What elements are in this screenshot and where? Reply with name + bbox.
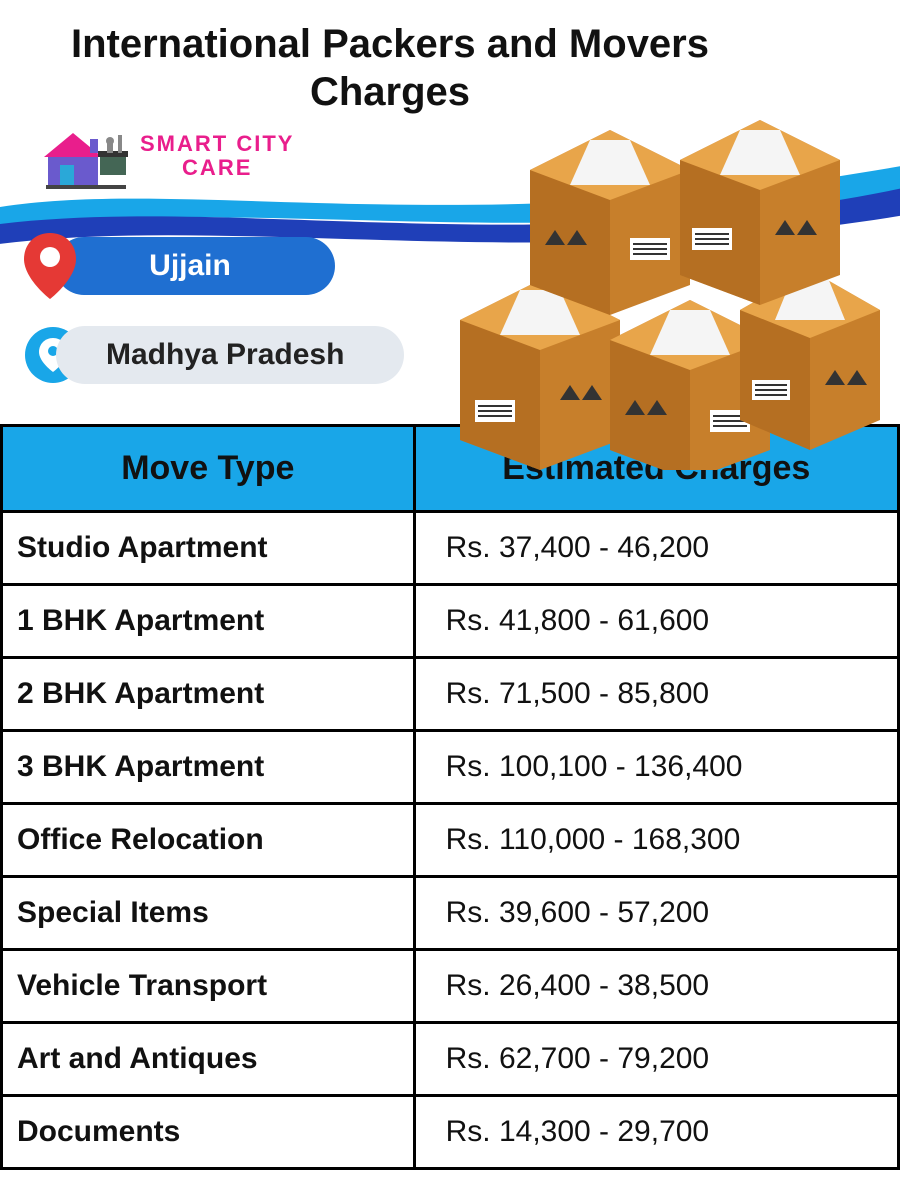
- table-row: Office RelocationRs. 110,000 - 168,300: [2, 804, 899, 877]
- brand-line1: SMART CITY: [140, 132, 294, 156]
- move-type-cell: 1 BHK Apartment: [2, 585, 415, 658]
- city-row: Ujjain: [20, 231, 880, 301]
- table-row: 2 BHK ApartmentRs. 71,500 - 85,800: [2, 658, 899, 731]
- table-row: Special ItemsRs. 39,600 - 57,200: [2, 877, 899, 950]
- table-row: DocumentsRs. 14,300 - 29,700: [2, 1096, 899, 1169]
- charges-cell: Rs. 41,800 - 61,600: [414, 585, 898, 658]
- move-type-cell: Studio Apartment: [2, 512, 415, 585]
- charges-cell: Rs. 100,100 - 136,400: [414, 731, 898, 804]
- table-row: 1 BHK ApartmentRs. 41,800 - 61,600: [2, 585, 899, 658]
- move-type-cell: Special Items: [2, 877, 415, 950]
- charges-cell: Rs. 26,400 - 38,500: [414, 950, 898, 1023]
- charges-cell: Rs. 110,000 - 168,300: [414, 804, 898, 877]
- table-row: Studio ApartmentRs. 37,400 - 46,200: [2, 512, 899, 585]
- move-type-cell: Office Relocation: [2, 804, 415, 877]
- move-type-cell: Vehicle Transport: [2, 950, 415, 1023]
- table-row: Vehicle TransportRs. 26,400 - 38,500: [2, 950, 899, 1023]
- state-row: Madhya Pradesh: [20, 326, 880, 384]
- charges-cell: Rs. 71,500 - 85,800: [414, 658, 898, 731]
- move-type-cell: 3 BHK Apartment: [2, 731, 415, 804]
- move-type-cell: Documents: [2, 1096, 415, 1169]
- charges-cell: Rs. 62,700 - 79,200: [414, 1023, 898, 1096]
- location-pin-icon: [20, 231, 80, 301]
- city-pill: Ujjain: [55, 237, 335, 295]
- col-move-type: Move Type: [2, 426, 415, 512]
- table-row: 3 BHK ApartmentRs. 100,100 - 136,400: [2, 731, 899, 804]
- move-type-cell: Art and Antiques: [2, 1023, 415, 1096]
- charges-cell: Rs. 39,600 - 57,200: [414, 877, 898, 950]
- state-pill: Madhya Pradesh: [56, 326, 404, 384]
- move-type-cell: 2 BHK Apartment: [2, 658, 415, 731]
- charges-cell: Rs. 14,300 - 29,700: [414, 1096, 898, 1169]
- table-row: Art and AntiquesRs. 62,700 - 79,200: [2, 1023, 899, 1096]
- charges-table: Move Type Estimated Charges Studio Apart…: [0, 424, 900, 1170]
- charges-cell: Rs. 37,400 - 46,200: [414, 512, 898, 585]
